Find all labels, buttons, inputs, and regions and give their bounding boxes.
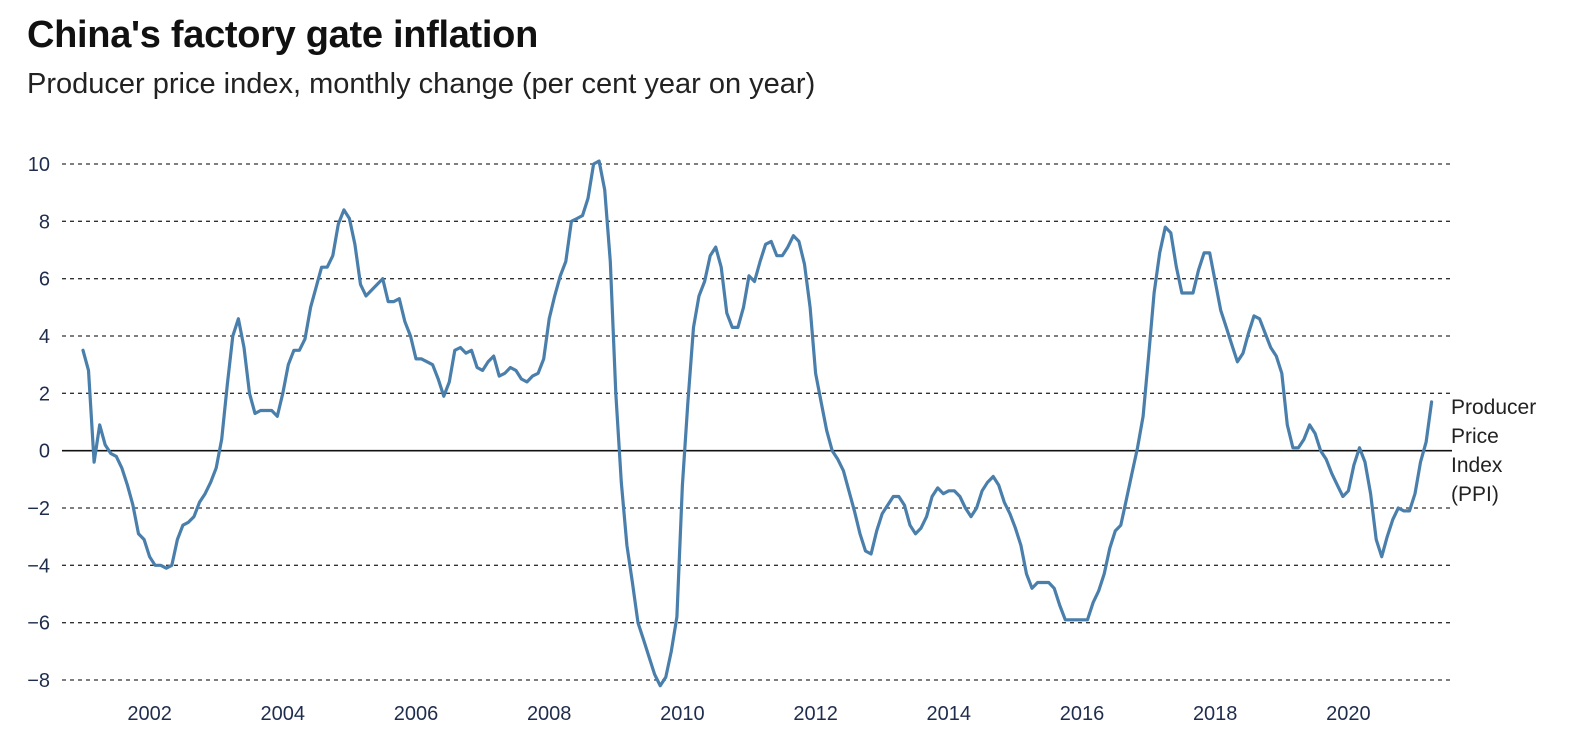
x-tick-label: 2010 <box>660 703 705 725</box>
x-axis-ticks: 2002 2004 2006 2008 2010 2012 2014 2016 2018 2020 <box>127 703 1370 725</box>
x-tick-label: 2002 <box>127 703 172 725</box>
series-label-ppi: Producer Price Index (PPI) <box>1451 396 1536 506</box>
y-axis-ticks: −8 −6 −4 −2 0 2 4 6 8 10 <box>27 154 50 692</box>
x-tick-label: 2016 <box>1060 703 1105 725</box>
y-tick-label: −6 <box>27 613 50 635</box>
x-tick-label: 2012 <box>793 703 838 725</box>
gridlines <box>62 163 1452 681</box>
y-tick-label: 6 <box>39 269 50 291</box>
series-label-line: Producer <box>1451 396 1536 419</box>
y-tick-label: −4 <box>27 555 50 577</box>
series-label-line: Price <box>1451 425 1499 448</box>
series-labels: Producer Price Index (PPI) <box>1451 396 1536 506</box>
chart-subtitle: Producer price index, monthly change (pe… <box>27 68 816 100</box>
x-tick-label: 2014 <box>927 703 972 725</box>
x-tick-label: 2020 <box>1326 703 1371 725</box>
x-tick-label: 2004 <box>261 703 306 725</box>
y-tick-label: 10 <box>28 154 50 176</box>
x-tick-label: 2006 <box>394 703 439 725</box>
x-tick-label: 2018 <box>1193 703 1238 725</box>
y-tick-label: 0 <box>39 441 50 463</box>
y-tick-label: −8 <box>27 670 50 692</box>
series-group <box>81 159 1434 688</box>
chart-title: China's factory gate inflation <box>27 14 538 56</box>
x-tick-label: 2008 <box>527 703 572 725</box>
series-label-line: Index <box>1451 454 1503 477</box>
series-line-ppi <box>81 159 1434 688</box>
y-tick-label: 8 <box>39 211 50 233</box>
y-tick-label: 4 <box>39 326 50 348</box>
y-tick-label: 2 <box>39 383 50 405</box>
y-tick-label: −2 <box>27 498 50 520</box>
series-label-line: (PPI) <box>1451 483 1499 506</box>
